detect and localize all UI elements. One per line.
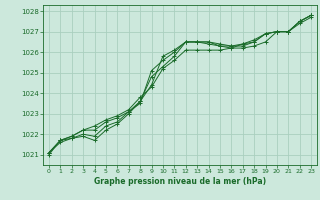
- X-axis label: Graphe pression niveau de la mer (hPa): Graphe pression niveau de la mer (hPa): [94, 177, 266, 186]
